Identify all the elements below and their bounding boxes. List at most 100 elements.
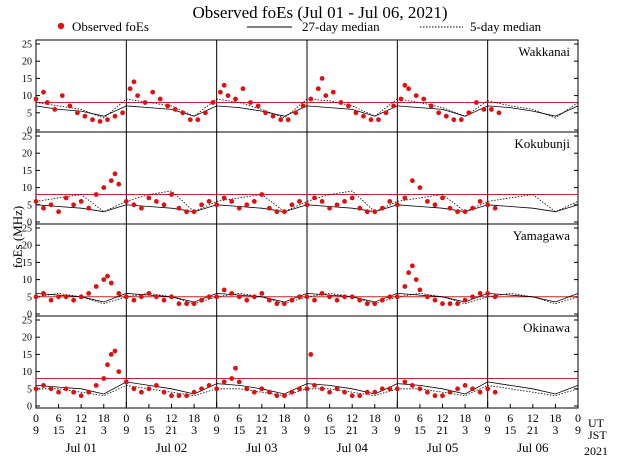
observed-point [357,205,363,211]
observed-point [44,100,50,105]
y-tick-label: 15 [22,258,32,269]
observed-point [56,294,61,300]
ut-tick-label: 6 [146,411,152,425]
observed-point [462,383,468,388]
observed-point [82,113,88,119]
observed-point [285,117,291,123]
observed-point [112,171,118,177]
y-tick-label: 15 [22,166,32,177]
jst-tick-label: 9 [123,423,129,437]
observed-point [451,117,457,123]
ut-tick-label: 6 [327,411,333,425]
legend-label-median27: 27-day median [302,19,380,34]
observed-point [191,389,197,395]
observed-point [120,110,125,116]
observed-point [440,301,445,307]
observed-point [180,110,186,116]
jst-tick-label: 15 [53,423,65,437]
jst-tick-label: 3 [101,423,107,437]
observed-point [436,110,442,116]
legend: Observed foEs 27-day median 5-day median [57,19,542,34]
y-tick-label: 0 [27,126,32,137]
observed-point [206,383,212,388]
observed-point [270,113,276,119]
ut-tick-label: 12 [166,411,178,425]
observed-point [71,202,76,208]
observed-point [214,386,220,392]
observed-point [191,301,197,307]
observed-point [78,294,84,300]
observed-point [308,352,314,357]
station-label: Kokubunji [514,136,570,151]
observed-point [485,386,491,392]
observed-point [470,294,475,300]
observed-point [349,393,355,399]
observed-point [244,297,250,303]
observed-point [41,291,46,296]
legend-label-median5: 5-day median [470,19,542,34]
observed-point [108,352,114,357]
observed-point [319,386,325,392]
observed-point [364,209,370,215]
observed-point [251,294,257,300]
y-tick-label: 20 [22,149,32,160]
observed-point [282,301,287,307]
observed-point [112,113,118,119]
observed-point [161,202,167,208]
observed-point [105,117,110,123]
observed-point [447,205,453,211]
observed-point [361,113,366,119]
observed-point [154,199,159,204]
observed-point [304,294,310,300]
time-axis: UT JST 2021 0961512211830961512211830961… [33,402,608,457]
day-label: Jul 06 [517,440,549,455]
observed-point [492,389,498,395]
observed-point [410,263,415,269]
observed-point [165,103,171,109]
observed-point [78,199,84,204]
observed-point [267,389,272,395]
y-tick-label: 15 [22,74,32,85]
ut-tick-label: 0 [304,411,310,425]
ut-tick-label: 0 [575,411,581,425]
ut-tick-label: 6 [236,411,242,425]
observed-point [184,393,190,399]
observed-point [63,195,69,201]
observed-point [131,386,137,392]
observed-point [470,386,475,392]
observed-point [274,209,280,215]
jst-tick-label: 15 [324,423,336,437]
y-tick-label: 25 [22,224,32,235]
observed-point [455,301,460,307]
observed-point [413,277,419,282]
observed-point [41,383,46,388]
observed-point [229,376,235,381]
observed-point [221,287,227,293]
observed-point [368,117,374,123]
observed-point [255,103,261,109]
legend-marker-observed [57,22,65,30]
ut-tick-label: 0 [394,411,400,425]
observed-point [229,199,235,204]
observed-point [101,277,107,282]
observed-point [236,294,242,300]
observed-point [346,103,351,109]
observed-point [263,110,268,116]
ut-tick-label: 6 [507,411,513,425]
observed-point [176,205,182,211]
observed-point [221,379,227,385]
panel-kokubunji: 0 5 10 15 20 25 Kokubunji [22,131,579,229]
observed-point [218,89,223,95]
observed-point [199,202,205,208]
observed-point [297,199,302,204]
observed-point [33,96,39,102]
observed-point [90,117,95,123]
jst-tick-label: 21 [437,423,449,437]
observed-point [146,291,152,296]
observed-point [146,195,152,201]
observed-point [161,389,167,395]
observed-point [123,294,129,300]
observed-point [364,389,370,395]
observed-point [425,199,430,204]
observed-point [86,291,92,296]
